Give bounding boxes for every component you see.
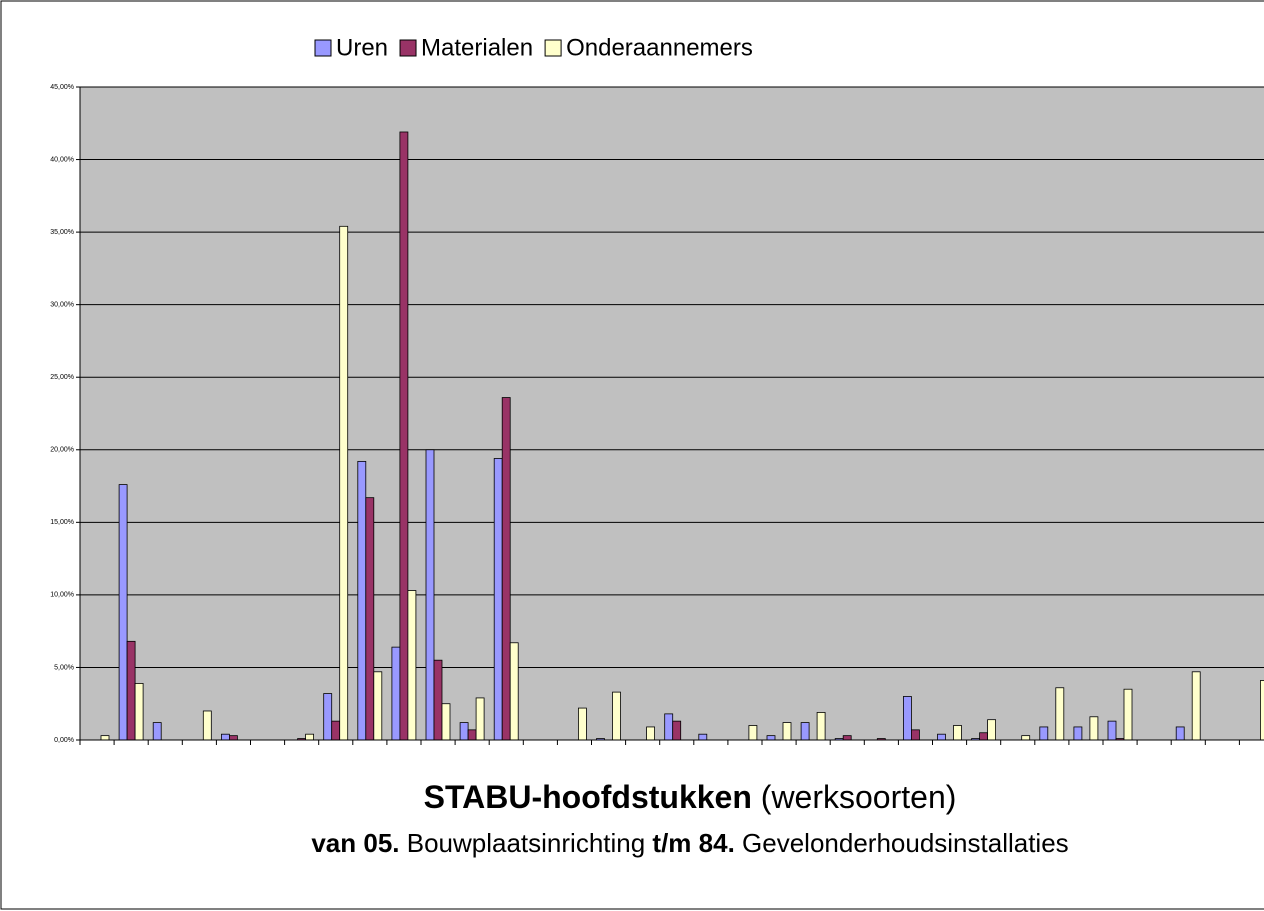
bar (672, 720, 682, 741)
chart-title: STABU-hoofdstukken (werksoorten) (424, 779, 957, 815)
bar (842, 735, 852, 741)
bar (391, 646, 401, 741)
bar (1039, 726, 1049, 741)
bar (323, 693, 333, 741)
y-tick-label: 35,00% (50, 229, 74, 236)
subtitle-bold: van 05. (311, 828, 399, 858)
bar (407, 590, 417, 741)
bar (1021, 735, 1031, 741)
bar (1055, 687, 1065, 741)
title-bold: STABU-hoofdstukken (424, 779, 752, 815)
bar (1123, 688, 1133, 741)
bar (357, 460, 367, 741)
bar (220, 733, 230, 741)
bar (766, 735, 776, 741)
bar (1260, 680, 1264, 741)
legend: Uren Materialen Onderaannemers (314, 34, 753, 61)
bar (987, 719, 996, 741)
bar (1089, 716, 1099, 741)
legend-swatch (314, 39, 332, 57)
bar (459, 722, 469, 741)
y-tick-label: 10,00% (50, 592, 74, 599)
bar (331, 720, 341, 741)
y-tick-label: 30,00% (50, 302, 74, 309)
bar (509, 642, 519, 741)
bar (228, 735, 238, 741)
bar (433, 659, 443, 741)
bar (373, 671, 383, 741)
bar (152, 722, 162, 741)
bar (202, 710, 212, 741)
bar (126, 640, 136, 741)
bar (698, 733, 708, 741)
subtitle-text: Bouwplaatsinrichting (400, 828, 653, 858)
bar (425, 449, 435, 741)
legend-swatch (544, 39, 562, 57)
bar (305, 733, 315, 741)
legend-label: Materialen (421, 34, 533, 61)
bar (782, 722, 792, 741)
title-rest: (werksoorten) (752, 779, 957, 815)
y-tick-label: 0,00% (54, 737, 74, 744)
legend-label: Uren (336, 34, 388, 61)
bar (118, 484, 128, 741)
bar (903, 696, 912, 741)
bar (475, 697, 485, 741)
subtitle-text: Gevelonderhoudsinstallaties (735, 828, 1069, 858)
y-tick-label: 45,00% (50, 84, 74, 91)
bar (100, 735, 110, 741)
bar (748, 725, 758, 741)
bar (441, 703, 451, 741)
bar (493, 458, 503, 741)
chart-subtitle: van 05. Bouwplaatsinrichting t/m 84. Gev… (311, 828, 1068, 858)
bar (467, 729, 477, 741)
bar (800, 722, 810, 741)
bar (578, 707, 587, 741)
bar (365, 497, 375, 741)
bar (1191, 671, 1201, 741)
legend-label: Onderaannemers (566, 34, 753, 61)
bar (911, 729, 920, 741)
bar (1107, 720, 1117, 741)
bar (664, 713, 674, 741)
plot-area: 0,00% 5,00% 10,00% 15,00% 20,00% 25,00% 30,00%… (50, 84, 1264, 745)
legend-swatch (399, 39, 417, 57)
bar (937, 733, 946, 741)
y-tick-label: 15,00% (50, 519, 74, 526)
bar (339, 225, 349, 741)
y-tick-label: 40,00% (50, 156, 74, 163)
bar (1073, 726, 1083, 741)
bar (979, 732, 988, 741)
bar (612, 691, 621, 741)
plot-background (79, 86, 1264, 741)
bar (953, 725, 962, 741)
bar (134, 683, 144, 741)
bar (1175, 726, 1185, 741)
bar (399, 131, 409, 741)
bar (501, 397, 511, 741)
y-tick-label: 5,00% (54, 664, 74, 671)
bar (816, 712, 826, 741)
y-tick-label: 25,00% (50, 374, 74, 381)
y-tick-label: 20,00% (50, 447, 74, 454)
bar (646, 726, 655, 741)
subtitle-bold: t/m 84. (652, 828, 734, 858)
